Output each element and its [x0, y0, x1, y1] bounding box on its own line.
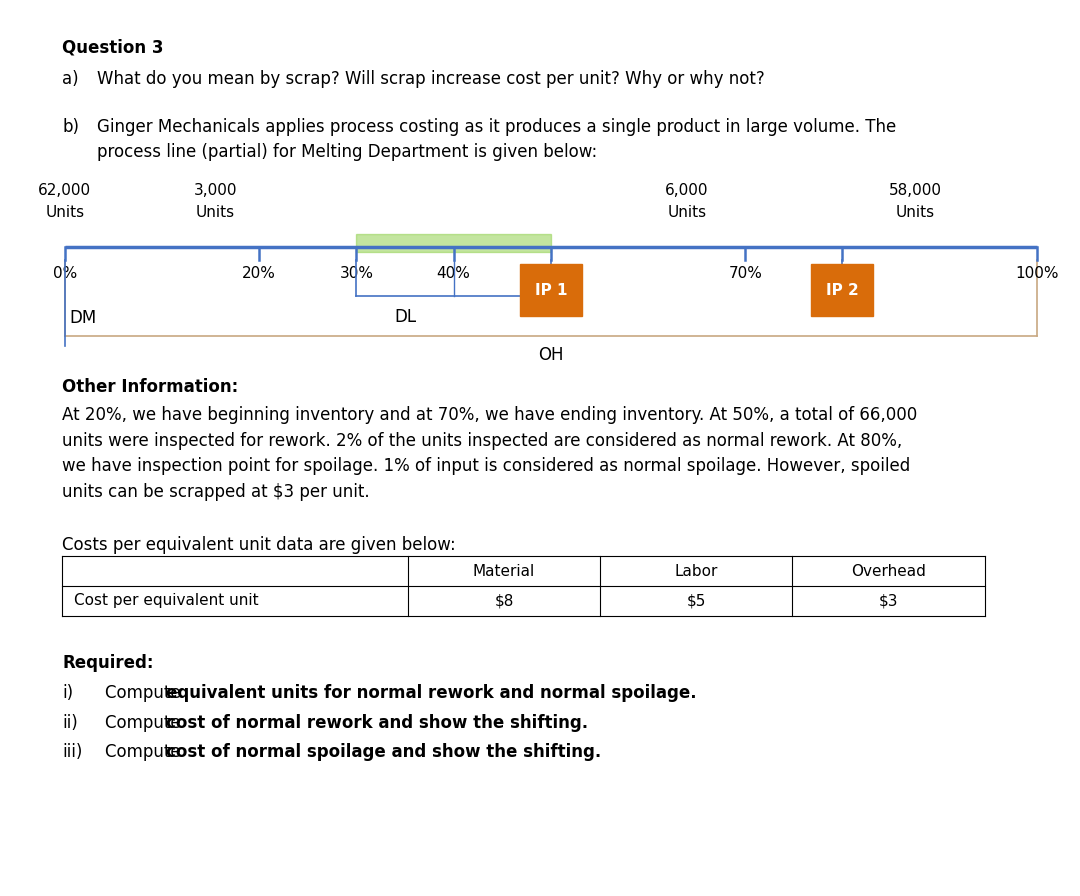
- Text: 3,000: 3,000: [193, 183, 238, 198]
- Text: Other Information:: Other Information:: [62, 378, 239, 396]
- Text: $8: $8: [495, 593, 514, 608]
- Text: 62,000: 62,000: [38, 183, 92, 198]
- Text: Cost per equivalent unit: Cost per equivalent unit: [75, 593, 258, 608]
- Text: $3: $3: [878, 593, 897, 608]
- Text: Units: Units: [45, 205, 84, 220]
- Text: What do you mean by scrap? Will scrap increase cost per unit? Why or why not?: What do you mean by scrap? Will scrap in…: [97, 70, 765, 88]
- Text: IP 1: IP 1: [535, 282, 567, 297]
- Text: Units: Units: [195, 205, 235, 220]
- Bar: [519, 264, 582, 316]
- Text: cost of normal spoilage and show the shifting.: cost of normal spoilage and show the shi…: [165, 743, 600, 761]
- Text: b): b): [62, 118, 79, 136]
- Text: Labor: Labor: [674, 564, 718, 579]
- Text: Required:: Required:: [62, 654, 153, 672]
- Text: At 20%, we have beginning inventory and at 70%, we have ending inventory. At 50%: At 20%, we have beginning inventory and …: [62, 406, 917, 501]
- Text: iii): iii): [62, 743, 82, 761]
- Text: 58,000: 58,000: [889, 183, 942, 198]
- Bar: [811, 264, 874, 316]
- Text: Costs per equivalent unit data are given below:: Costs per equivalent unit data are given…: [62, 536, 456, 554]
- Text: DL: DL: [394, 308, 416, 326]
- Text: 20%: 20%: [242, 266, 276, 281]
- Text: 6,000: 6,000: [665, 183, 708, 198]
- Text: 50%: 50%: [534, 266, 568, 281]
- Text: 80%: 80%: [825, 266, 860, 281]
- Text: DM: DM: [70, 309, 97, 327]
- Text: Ginger Mechanicals applies process costing as it produces a single product in la: Ginger Mechanicals applies process costi…: [97, 118, 896, 136]
- Text: equivalent units for normal rework and normal spoilage.: equivalent units for normal rework and n…: [165, 684, 697, 702]
- Text: Units: Units: [895, 205, 935, 220]
- Text: ii): ii): [62, 713, 78, 731]
- Text: $5: $5: [687, 593, 706, 608]
- Text: OH: OH: [538, 346, 564, 364]
- Text: 40%: 40%: [436, 266, 471, 281]
- Text: Material: Material: [473, 564, 536, 579]
- Text: 0%: 0%: [53, 266, 77, 281]
- Text: Overhead: Overhead: [851, 564, 926, 579]
- Text: Units: Units: [667, 205, 706, 220]
- Text: cost of normal rework and show the shifting.: cost of normal rework and show the shift…: [165, 713, 588, 731]
- Text: Question 3: Question 3: [62, 38, 163, 56]
- Text: Compute: Compute: [105, 743, 186, 761]
- Text: IP 2: IP 2: [826, 282, 859, 297]
- Text: Compute: Compute: [105, 684, 186, 702]
- Text: a): a): [62, 70, 79, 88]
- Text: Compute: Compute: [105, 713, 186, 731]
- Bar: [356, 234, 551, 252]
- Text: 30%: 30%: [339, 266, 374, 281]
- Text: process line (partial) for Melting Department is given below:: process line (partial) for Melting Depar…: [97, 143, 597, 161]
- Text: 70%: 70%: [728, 266, 762, 281]
- Text: i): i): [62, 684, 73, 702]
- Text: 100%: 100%: [1015, 266, 1058, 281]
